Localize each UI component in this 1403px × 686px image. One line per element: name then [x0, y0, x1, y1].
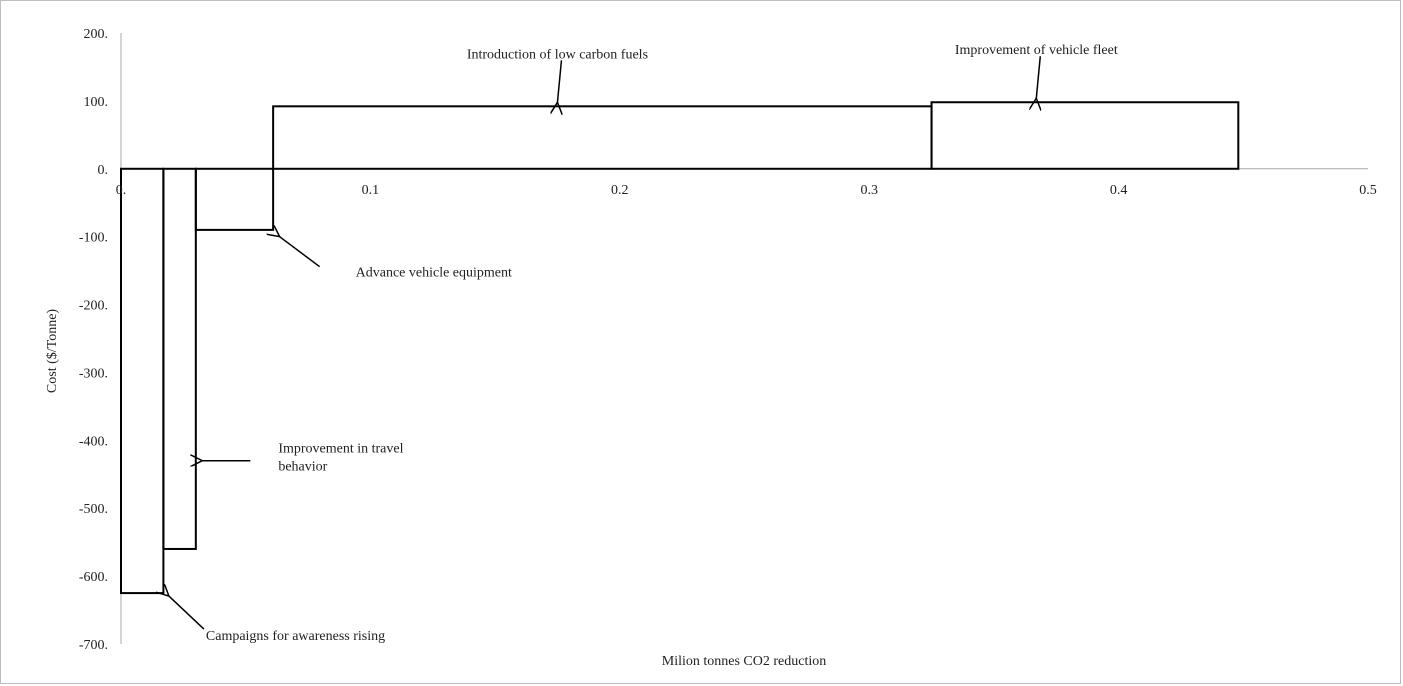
x-axis-label: Milion tonnes CO2 reduction — [662, 654, 827, 669]
y-tick-labels: 200. 100. 0. -100. -200. -300. -400. -500. -600.… — [79, 27, 108, 653]
y-tick-label: 100. — [84, 95, 109, 110]
annotation-label: Introduction of low carbon fuels — [467, 47, 648, 62]
annotation-label: Advance vehicle equipment — [356, 266, 512, 281]
y-tick-label: -200. — [79, 299, 108, 314]
y-tick-label: -300. — [79, 366, 108, 381]
y-tick-label: 0. — [98, 163, 109, 178]
x-tick-label: 0.4 — [1110, 183, 1128, 198]
cost-step-bar — [272, 105, 933, 170]
cost-step-bar — [120, 167, 165, 595]
annotation-arrow — [1036, 56, 1040, 98]
cost-step-bar — [194, 167, 275, 231]
y-tick-label: -700. — [79, 638, 108, 653]
annotation-label: Improvement in travel behavior — [278, 442, 403, 475]
annotation-arrow — [280, 237, 321, 268]
y-tick-label: -600. — [79, 570, 108, 585]
x-tick-label: 0.1 — [362, 183, 380, 198]
x-tick-label: 0.5 — [1359, 183, 1377, 198]
y-tick-label: -500. — [79, 502, 108, 517]
axes — [120, 33, 1368, 644]
annotation-arrow — [169, 596, 205, 630]
y-tick-label: -400. — [79, 434, 108, 449]
y-tick-label: -100. — [79, 231, 108, 246]
cost-step-bar — [162, 167, 197, 550]
annotation-label: Improvement of vehicle fleet — [955, 43, 1118, 58]
x-tick-label: 0.3 — [860, 183, 878, 198]
y-axis-label: Cost ($/Tonne) — [45, 309, 60, 394]
x-tick-labels: 0. 0.1 0.2 0.3 0.4 0.5 — [116, 183, 1377, 198]
annotation-label: Campaigns for awareness rising — [206, 629, 385, 644]
annotations: Introduction of low carbon fuels Improvem… — [169, 43, 1118, 644]
y-tick-label: 200. — [84, 27, 109, 42]
annotation-arrow — [557, 60, 561, 102]
x-tick-label: 0.2 — [611, 183, 629, 198]
cost-step-bar — [930, 101, 1240, 170]
cost-curve-steps — [120, 101, 1240, 595]
x-tick-label: 0. — [116, 183, 127, 198]
